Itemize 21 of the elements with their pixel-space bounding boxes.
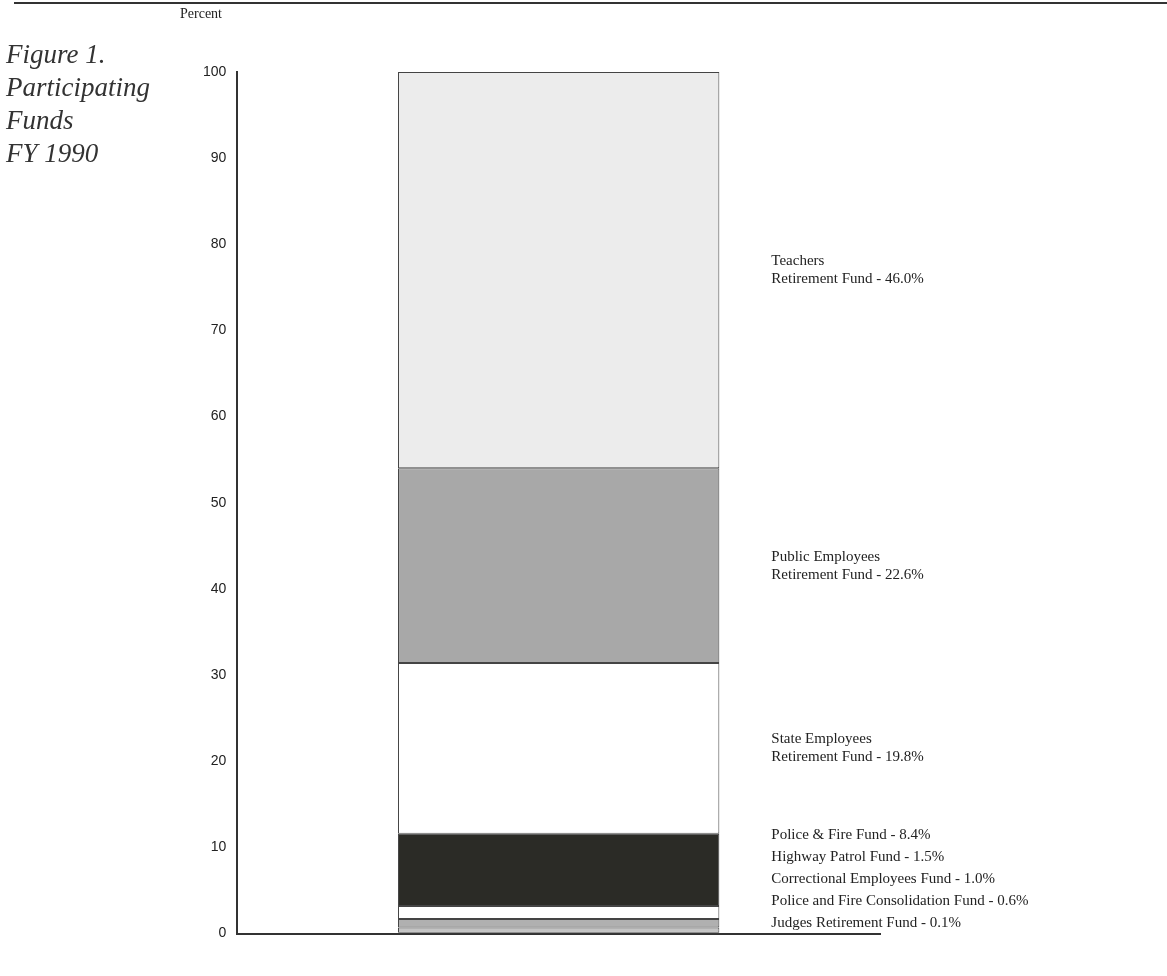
y-tick-label: 20: [210, 752, 227, 769]
y-tick-label: 80: [210, 235, 227, 252]
y-tick-label: 50: [210, 493, 227, 510]
text: Highway Patrol Fund - 1.5%: [771, 847, 945, 864]
text: Police and Fire Consolidation Fund - 0.6%: [771, 891, 1029, 908]
y-tick-label: 70: [210, 321, 227, 338]
y-tick-label: 100: [203, 62, 227, 79]
text: Figure 1. Participating Funds FY 1990: [6, 38, 150, 170]
text: Judges Retirement Fund - 0.1%: [771, 913, 961, 930]
y-axis-title: Percent: [180, 6, 222, 22]
y-tick-label: 30: [210, 665, 227, 682]
text: State Employees Retirement Fund - 19.8%: [771, 730, 924, 765]
text: Public Employees Retirement Fund - 22.6%: [771, 547, 924, 582]
text: Correctional Employees Fund - 1.0%: [771, 869, 996, 886]
y-tick-label: 40: [210, 579, 227, 596]
text: Police & Fire Fund - 8.4%: [771, 825, 931, 842]
y-tick-label: 0: [218, 924, 227, 941]
y-tick-label: 90: [210, 149, 227, 166]
y-tick-label: 10: [210, 838, 227, 855]
y-tick-label: 60: [210, 407, 227, 424]
text: Teachers Retirement Fund - 46.0%: [771, 252, 924, 287]
